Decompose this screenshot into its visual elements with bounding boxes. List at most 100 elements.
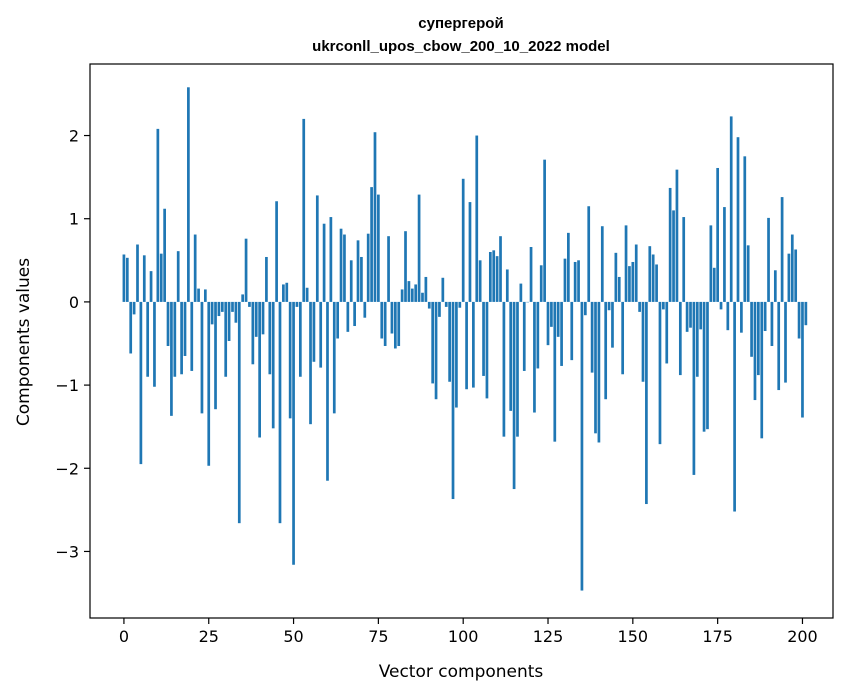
bar-159 bbox=[662, 301, 665, 310]
bar-43 bbox=[268, 301, 272, 375]
bar-8 bbox=[149, 271, 153, 302]
bar-51 bbox=[295, 301, 299, 307]
bar-6 bbox=[142, 255, 146, 302]
bar-154 bbox=[645, 301, 648, 505]
chart-title-line2: ukrconll_upos_cbow_200_10_2022 model bbox=[312, 38, 610, 55]
bar-80 bbox=[393, 301, 397, 349]
bar-27 bbox=[214, 301, 217, 410]
bar-169 bbox=[695, 301, 699, 377]
bar-93 bbox=[438, 301, 441, 317]
bar-23 bbox=[200, 301, 204, 414]
bar-165 bbox=[682, 217, 686, 302]
bar-56 bbox=[312, 301, 316, 362]
bar-141 bbox=[600, 226, 604, 302]
bar-140 bbox=[597, 301, 601, 443]
bar-97 bbox=[451, 301, 455, 500]
bar-87 bbox=[417, 194, 421, 302]
bar-31 bbox=[227, 301, 231, 341]
bar-143 bbox=[607, 301, 611, 311]
bar-26 bbox=[210, 301, 214, 325]
bar-185 bbox=[750, 301, 753, 357]
x-tick-label: 100 bbox=[448, 627, 479, 646]
bar-71 bbox=[363, 301, 367, 318]
bar-17 bbox=[180, 301, 183, 375]
bar-112 bbox=[502, 301, 506, 437]
y-tick-label: 0 bbox=[69, 293, 79, 312]
bar-62 bbox=[332, 301, 336, 414]
bar-107 bbox=[485, 301, 489, 399]
bar-39 bbox=[254, 301, 258, 337]
bar-117 bbox=[519, 283, 523, 302]
bar-106 bbox=[482, 301, 485, 376]
bar-64 bbox=[339, 228, 343, 302]
bar-201 bbox=[804, 301, 808, 326]
bar-48 bbox=[285, 282, 289, 302]
bar-21 bbox=[193, 234, 197, 302]
bar-187 bbox=[757, 301, 760, 376]
bar-89 bbox=[424, 276, 428, 302]
bar-139 bbox=[594, 301, 597, 434]
bar-104 bbox=[475, 135, 479, 302]
bar-78 bbox=[387, 236, 390, 302]
bar-155 bbox=[648, 246, 652, 302]
bar-76 bbox=[380, 301, 384, 339]
bar-138 bbox=[590, 301, 594, 373]
bar-32 bbox=[231, 301, 234, 312]
bar-59 bbox=[322, 223, 326, 302]
bar-95 bbox=[444, 301, 448, 307]
bar-166 bbox=[685, 301, 689, 332]
bar-126 bbox=[550, 301, 553, 327]
bar-158 bbox=[658, 301, 662, 445]
bar-196 bbox=[787, 253, 791, 302]
x-tick-label: 25 bbox=[199, 627, 219, 646]
bar-164 bbox=[678, 301, 682, 376]
bar-115 bbox=[512, 301, 516, 490]
bar-68 bbox=[353, 301, 356, 327]
bar-96 bbox=[448, 301, 451, 382]
bar-149 bbox=[628, 266, 631, 302]
bar-151 bbox=[634, 244, 638, 302]
bar-197 bbox=[790, 234, 794, 302]
bar-0 bbox=[122, 254, 126, 302]
bar-188 bbox=[760, 301, 764, 439]
bar-108 bbox=[488, 251, 492, 302]
bar-46 bbox=[278, 301, 282, 524]
bar-137 bbox=[587, 206, 591, 302]
bar-12 bbox=[163, 208, 166, 302]
bar-184 bbox=[746, 245, 750, 302]
bar-91 bbox=[431, 301, 435, 384]
bar-136 bbox=[583, 301, 587, 316]
bar-15 bbox=[173, 301, 177, 377]
bar-53 bbox=[302, 118, 306, 302]
bar-54 bbox=[305, 287, 309, 302]
bar-2 bbox=[129, 301, 133, 354]
bar-100 bbox=[461, 178, 465, 302]
bar-20 bbox=[190, 301, 194, 371]
bar-181 bbox=[736, 137, 740, 302]
bar-40 bbox=[258, 301, 261, 438]
bar-150 bbox=[631, 261, 635, 302]
bar-113 bbox=[505, 269, 509, 302]
x-tick-label: 0 bbox=[119, 627, 129, 646]
bar-182 bbox=[740, 301, 743, 333]
bar-146 bbox=[617, 276, 621, 302]
bar-11 bbox=[159, 253, 163, 302]
bar-120 bbox=[529, 247, 533, 302]
bar-102 bbox=[468, 202, 472, 302]
bar-189 bbox=[763, 301, 767, 332]
bar-192 bbox=[773, 270, 777, 302]
bar-3 bbox=[132, 301, 136, 315]
x-tick-label: 200 bbox=[787, 627, 818, 646]
bar-88 bbox=[421, 292, 424, 302]
bar-25 bbox=[207, 301, 211, 466]
bar-29 bbox=[220, 301, 224, 312]
bar-63 bbox=[336, 301, 340, 339]
x-tick-label: 50 bbox=[283, 627, 303, 646]
bar-18 bbox=[183, 301, 187, 356]
bar-145 bbox=[614, 252, 618, 302]
bar-98 bbox=[455, 301, 458, 408]
bar-99 bbox=[458, 301, 462, 308]
bar-70 bbox=[360, 256, 363, 302]
